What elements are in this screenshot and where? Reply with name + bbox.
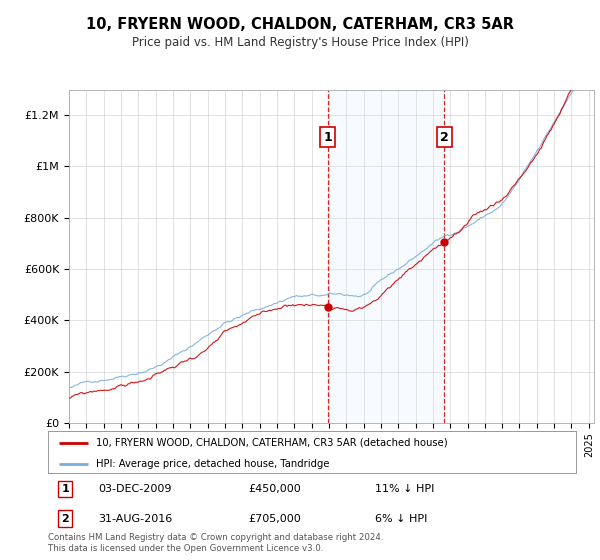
Text: 03-DEC-2009: 03-DEC-2009 [98,484,172,494]
Bar [328,90,445,423]
Text: £705,000: £705,000 [248,514,301,524]
Text: Contains HM Land Registry data © Crown copyright and database right 2024.
This d: Contains HM Land Registry data © Crown c… [48,533,383,553]
Text: £450,000: £450,000 [248,484,301,494]
Text: 10, FRYERN WOOD, CHALDON, CATERHAM, CR3 5AR: 10, FRYERN WOOD, CHALDON, CATERHAM, CR3 … [86,17,514,32]
Text: 2: 2 [440,130,449,143]
Text: 6% ↓ HPI: 6% ↓ HPI [376,514,428,524]
Text: 31-AUG-2016: 31-AUG-2016 [98,514,172,524]
Text: HPI: Average price, detached house, Tandridge: HPI: Average price, detached house, Tand… [95,459,329,469]
Text: 11% ↓ HPI: 11% ↓ HPI [376,484,435,494]
Text: Price paid vs. HM Land Registry's House Price Index (HPI): Price paid vs. HM Land Registry's House … [131,36,469,49]
Text: 1: 1 [61,484,69,494]
Text: 10, FRYERN WOOD, CHALDON, CATERHAM, CR3 5AR (detached house): 10, FRYERN WOOD, CHALDON, CATERHAM, CR3 … [95,438,447,448]
Text: 1: 1 [323,130,332,143]
Text: 2: 2 [61,514,69,524]
